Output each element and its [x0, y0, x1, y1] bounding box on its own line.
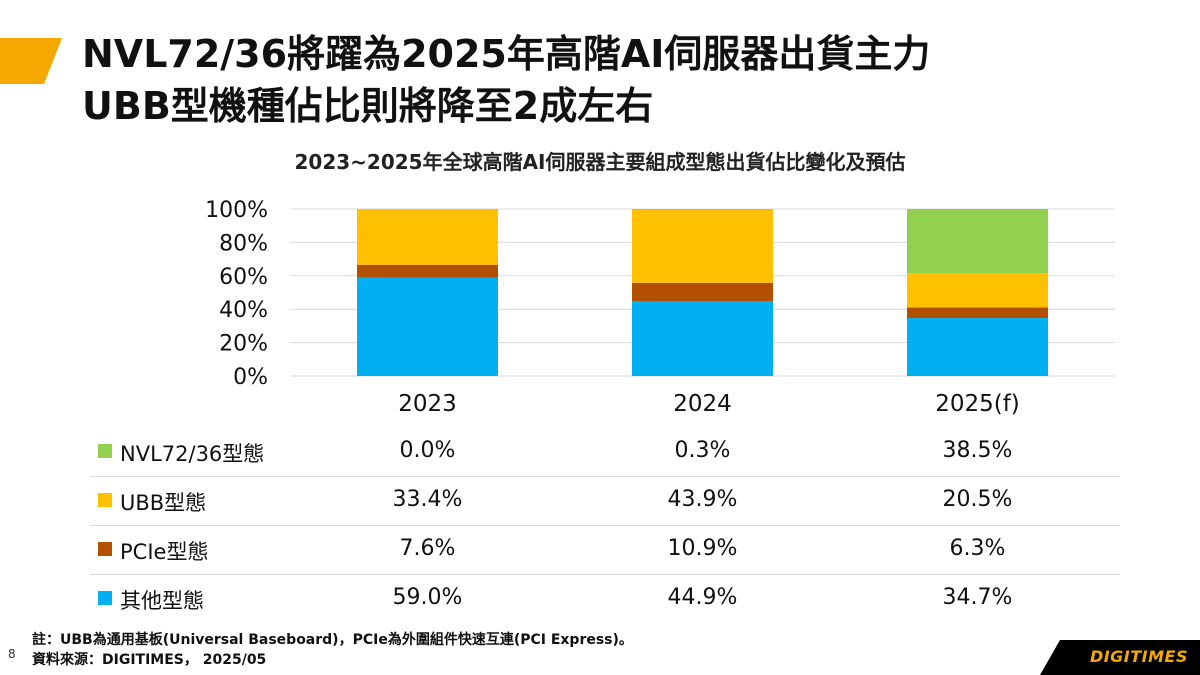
- data-label: 33.4%: [392, 487, 463, 512]
- footer-notes: 註：UBB為通用基板(Universal Baseboard)，PCIe為外圍組…: [32, 630, 633, 670]
- bar-segment: [907, 318, 1048, 376]
- y-tick-label: 20%: [219, 332, 268, 357]
- legend-label: UBB型態: [120, 491, 207, 515]
- y-tick-label: 80%: [219, 231, 268, 256]
- y-tick-label: 40%: [219, 298, 268, 323]
- legend-swatch: [98, 493, 112, 507]
- data-label: 44.9%: [667, 585, 738, 610]
- legend-swatch: [98, 591, 112, 605]
- chart-title: 2023~2025年全球高階AI伺服器主要組成型態出貨佔比變化及預估: [294, 150, 906, 174]
- logo-text: DIGITIMES: [1089, 647, 1188, 666]
- y-tick-label: 60%: [219, 265, 268, 290]
- data-label: 43.9%: [667, 487, 738, 512]
- bar-segment: [632, 301, 773, 376]
- page-number: 8: [8, 647, 16, 661]
- y-tick-label: 0%: [233, 365, 268, 390]
- bar-segment: [357, 277, 498, 376]
- footnote: 註：UBB為通用基板(Universal Baseboard)，PCIe為外圍組…: [32, 632, 633, 648]
- data-label: 20.5%: [942, 487, 1013, 512]
- source-line: 資料來源：DIGITIMES， 2025/05: [32, 652, 267, 668]
- legend-row: 其他型態 59.0% 44.9% 34.7%: [90, 575, 1120, 623]
- slide-title: NVL72/36將躍為2025年高階AI伺服器出貨主力 UBB型機種佔比則將降至…: [82, 28, 930, 132]
- data-label: 0.3%: [674, 438, 731, 463]
- accent-shape: [0, 38, 62, 84]
- legend-swatch: [98, 542, 112, 556]
- x-category-label: 2023: [398, 391, 457, 417]
- title-line-1: NVL72/36將躍為2025年高階AI伺服器出貨主力: [82, 32, 931, 76]
- bar-segment: [357, 264, 498, 278]
- x-category-label: 2025(f): [935, 391, 1020, 417]
- legend-swatch: [98, 444, 112, 458]
- legend-row: UBB型態 33.4% 43.9% 20.5%: [90, 477, 1120, 526]
- legend-label: PCIe型態: [120, 540, 209, 564]
- data-label: 10.9%: [667, 536, 738, 561]
- bar-segment: [907, 209, 1048, 274]
- legend-label: 其他型態: [120, 589, 204, 613]
- data-label: 38.5%: [942, 438, 1013, 463]
- data-label: 0.0%: [399, 438, 456, 463]
- data-label: 6.3%: [949, 536, 1006, 561]
- stacked-bar-chart: 0% 20% 40% 60% 80% 100% 2023 2024 2025(f): [205, 198, 1115, 417]
- data-label: 59.0%: [392, 585, 463, 610]
- data-label: 34.7%: [942, 585, 1013, 610]
- bar-segment: [907, 307, 1048, 319]
- legend-row: PCIe型態 7.6% 10.9% 6.3%: [90, 526, 1120, 575]
- x-category-label: 2024: [673, 391, 732, 417]
- bar-segment: [632, 209, 773, 283]
- legend-row: NVL72/36型態 0.0% 0.3% 38.5%: [90, 428, 1120, 477]
- bar-segment: [907, 273, 1048, 308]
- bar-segment: [357, 209, 498, 265]
- legend-label: NVL72/36型態: [120, 442, 265, 466]
- y-tick-label: 100%: [205, 198, 268, 223]
- data-table: NVL72/36型態 0.0% 0.3% 38.5% UBB型態 33.4% 43.9% 20…: [90, 428, 1120, 623]
- title-line-2: UBB型機種佔比則將降至2成左右: [82, 84, 654, 128]
- bar-segment: [632, 282, 773, 302]
- bar-segment: [632, 209, 773, 210]
- data-label: 7.6%: [399, 536, 456, 561]
- digitimes-logo: DIGITIMES: [1040, 640, 1200, 675]
